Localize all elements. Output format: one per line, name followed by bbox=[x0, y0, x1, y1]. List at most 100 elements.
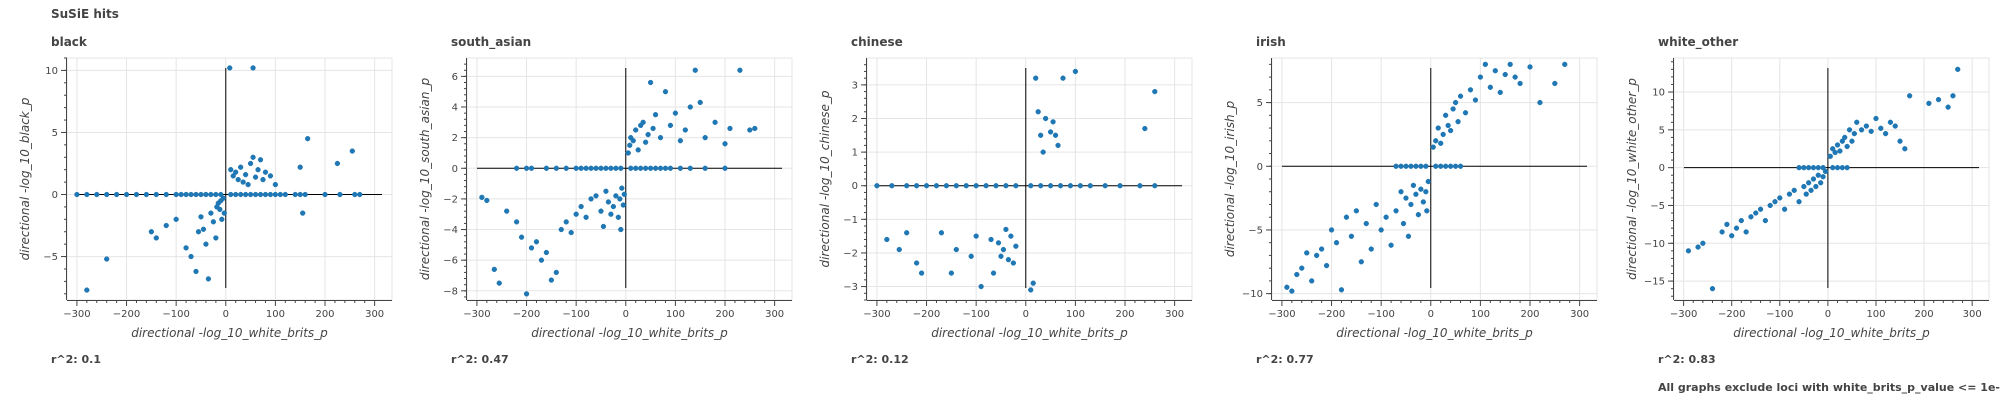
data-point bbox=[1060, 75, 1066, 81]
x-tick-label: −100 bbox=[1766, 309, 1793, 320]
data-point bbox=[1719, 229, 1725, 235]
data-point bbox=[1450, 106, 1456, 112]
data-point bbox=[233, 169, 239, 175]
plot-area bbox=[66, 57, 393, 301]
y-tick-label: 0 bbox=[52, 190, 58, 201]
data-point bbox=[598, 165, 604, 171]
data-point bbox=[747, 127, 753, 133]
data-point bbox=[247, 160, 254, 167]
x-tick-label: −100 bbox=[562, 309, 589, 320]
y-tick-label: −15 bbox=[1644, 277, 1665, 288]
data-point bbox=[578, 165, 584, 171]
data-point bbox=[1786, 191, 1793, 197]
data-point bbox=[1810, 176, 1817, 182]
data-point bbox=[593, 193, 599, 199]
data-point bbox=[1378, 227, 1384, 233]
data-point bbox=[1433, 138, 1439, 144]
data-point bbox=[677, 138, 684, 144]
data-point bbox=[978, 283, 984, 290]
data-point bbox=[605, 199, 612, 205]
x-tick-label: −200 bbox=[1718, 309, 1745, 320]
data-point bbox=[1882, 130, 1889, 137]
data-point bbox=[1839, 138, 1845, 144]
data-point bbox=[712, 119, 718, 125]
data-point bbox=[1033, 75, 1039, 81]
data-point bbox=[1038, 132, 1044, 138]
data-point bbox=[568, 229, 574, 236]
data-point bbox=[1057, 183, 1064, 189]
data-point bbox=[1512, 74, 1518, 80]
y-tick-label: −10 bbox=[1644, 239, 1665, 250]
x-tick-label: −100 bbox=[162, 309, 189, 320]
data-point bbox=[1562, 61, 1568, 68]
data-point bbox=[1462, 110, 1469, 116]
data-point bbox=[672, 110, 679, 116]
data-point bbox=[260, 176, 266, 183]
data-point bbox=[1358, 259, 1364, 265]
data-point bbox=[563, 165, 569, 171]
data-point bbox=[1834, 142, 1841, 148]
data-point bbox=[221, 210, 227, 216]
data-point bbox=[948, 270, 955, 276]
data-point bbox=[1695, 244, 1701, 250]
data-point bbox=[357, 191, 363, 198]
data-point bbox=[573, 211, 579, 217]
data-point bbox=[737, 67, 743, 73]
data-point bbox=[889, 183, 895, 189]
data-point bbox=[1873, 115, 1879, 122]
y-tick-label: −8 bbox=[443, 286, 458, 297]
data-point bbox=[1050, 119, 1056, 125]
data-point bbox=[250, 65, 256, 71]
data-point bbox=[218, 191, 224, 198]
data-point bbox=[1457, 163, 1464, 169]
data-point bbox=[84, 191, 90, 198]
data-point bbox=[173, 216, 179, 222]
y-tick-label: 4 bbox=[452, 103, 458, 114]
x-tick-label: 200 bbox=[1915, 309, 1934, 320]
x-tick-label: −300 bbox=[863, 309, 890, 320]
data-point bbox=[627, 142, 633, 148]
data-point bbox=[1423, 189, 1429, 195]
data-point bbox=[642, 139, 649, 145]
data-point bbox=[1042, 115, 1049, 122]
y-tick-label: 1 bbox=[852, 148, 858, 159]
data-point bbox=[1767, 202, 1773, 209]
x-axis-label: directional -log_10_white_brits_p bbox=[131, 326, 328, 340]
data-point bbox=[1863, 123, 1870, 129]
data-point bbox=[1781, 206, 1788, 212]
x-axis-label: directional -log_10_white_brits_p bbox=[531, 326, 728, 340]
y-tick-label: 6 bbox=[452, 72, 458, 83]
y-tick-label: 2 bbox=[452, 133, 458, 144]
data-point bbox=[210, 219, 217, 225]
data-point bbox=[528, 165, 535, 171]
data-point bbox=[230, 173, 236, 179]
data-point bbox=[1502, 71, 1508, 78]
y-tick-label: −5 bbox=[43, 252, 58, 263]
data-point bbox=[297, 191, 303, 198]
data-point bbox=[583, 165, 589, 171]
footnote: All graphs exclude loci with white_brits… bbox=[1658, 381, 2000, 394]
x-axis-label: directional -log_10_white_brits_p bbox=[1336, 326, 1533, 340]
data-point bbox=[1077, 183, 1084, 189]
data-point bbox=[153, 191, 159, 198]
data-point bbox=[1393, 163, 1399, 169]
data-point bbox=[250, 154, 256, 160]
data-point bbox=[1757, 206, 1764, 212]
data-point bbox=[257, 191, 264, 198]
data-point bbox=[1457, 93, 1464, 99]
data-point bbox=[528, 245, 535, 251]
x-tick-label: 200 bbox=[1520, 309, 1539, 320]
data-point bbox=[1868, 128, 1874, 135]
data-point bbox=[578, 203, 584, 210]
data-point bbox=[104, 256, 110, 262]
data-point bbox=[923, 183, 930, 189]
data-point bbox=[94, 191, 100, 198]
data-point bbox=[277, 191, 284, 198]
x-tick-label: 300 bbox=[1963, 309, 1982, 320]
data-point bbox=[247, 191, 254, 198]
data-point bbox=[1818, 180, 1824, 186]
r-squared-label: r^2: 0.1 bbox=[51, 353, 102, 366]
y-tick-label: −4 bbox=[443, 225, 458, 236]
data-point bbox=[1005, 257, 1012, 263]
data-point bbox=[188, 253, 194, 260]
